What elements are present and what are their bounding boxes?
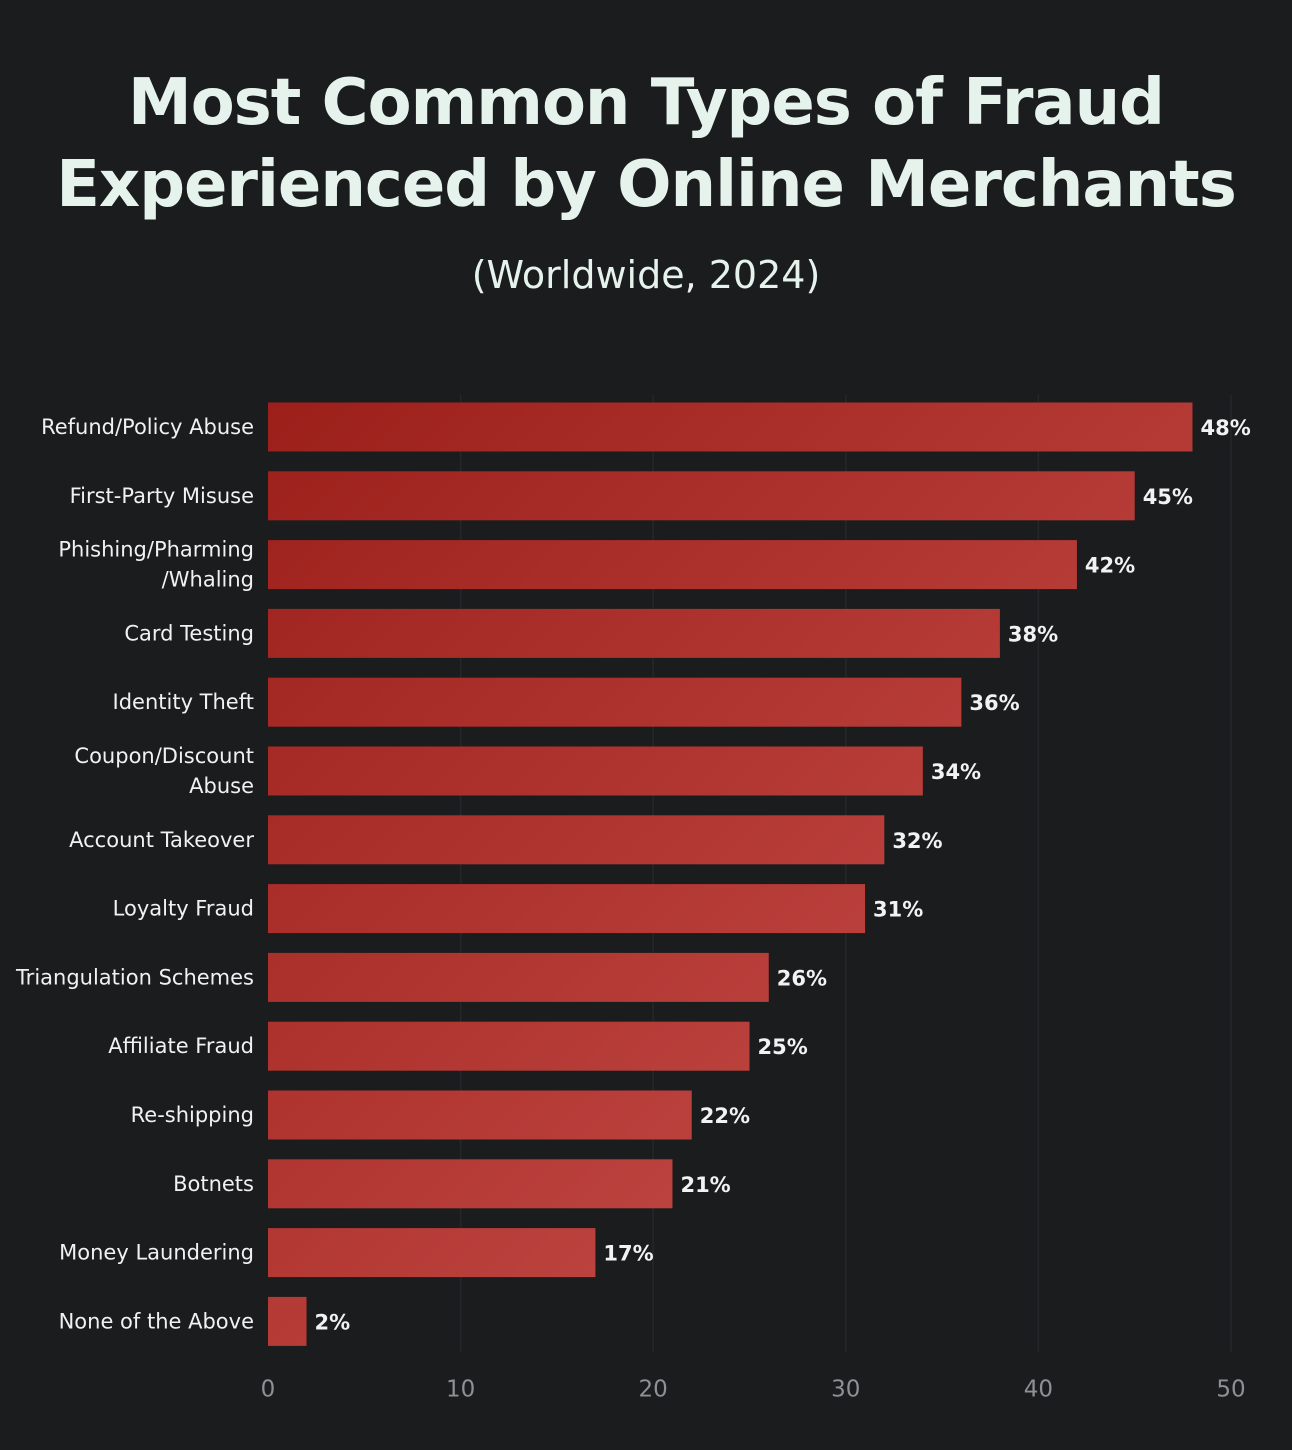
category-label: Account Takeover [69, 828, 254, 852]
data-label: 48% [1200, 416, 1250, 440]
bar [268, 746, 923, 796]
x-tick-label: 20 [639, 1377, 668, 1403]
data-labels: 48% 45% 42% 38% 36% 34% 32% 31% 26% 25% 22% 21% 17% 2… [315, 416, 1251, 1334]
category-label: Re-shipping [131, 1103, 254, 1127]
data-label: 2% [315, 1310, 351, 1334]
bar [268, 884, 866, 934]
bar [268, 1090, 692, 1140]
data-label: 42% [1085, 554, 1135, 578]
category-label: Phishing/Pharming/Whaling [58, 538, 254, 592]
bar [268, 402, 1193, 452]
data-label: 25% [758, 1035, 808, 1059]
bar [268, 1021, 750, 1071]
category-label: Money Laundering [59, 1241, 254, 1265]
bar [268, 608, 1000, 658]
bar [268, 1296, 307, 1346]
category-label: Loyalty Fraud [113, 897, 254, 921]
bar [268, 952, 769, 1002]
category-labels: Refund/Policy Abuse First-Party Misuse Phi… [15, 415, 254, 1333]
category-label: Refund/Policy Abuse [41, 415, 254, 439]
category-label: Triangulation Schemes [15, 965, 254, 989]
bar [268, 471, 1135, 521]
category-label: None of the Above [59, 1309, 254, 1333]
data-label: 22% [700, 1104, 750, 1128]
bar [268, 1159, 673, 1209]
data-label: 34% [931, 760, 981, 784]
category-label: Botnets [173, 1172, 254, 1196]
data-label: 36% [969, 691, 1019, 715]
category-label: Card Testing [124, 621, 254, 645]
data-label: 17% [603, 1242, 653, 1266]
data-label: 31% [873, 898, 923, 922]
category-label: Identity Theft [113, 690, 254, 714]
data-label: 32% [892, 829, 942, 853]
data-label: 45% [1143, 485, 1193, 509]
category-label: Affiliate Fraud [108, 1034, 254, 1058]
x-axis-ticks: 0 10 20 30 40 50 [261, 1377, 1246, 1403]
grid-lines [459, 395, 1232, 1352]
bar [268, 540, 1077, 590]
data-label: 21% [680, 1173, 730, 1197]
chart-subtitle: (Worldwide, 2024) [471, 253, 821, 297]
data-label: 26% [777, 966, 827, 990]
bar [268, 677, 962, 727]
bar [268, 1228, 596, 1278]
bar [268, 815, 885, 865]
x-tick-label: 10 [446, 1377, 475, 1403]
chart-title: Most Common Types of Fraud Experienced b… [56, 66, 1237, 222]
category-label: First-Party Misuse [70, 484, 254, 508]
x-tick-label: 30 [831, 1377, 860, 1403]
data-label: 38% [1008, 622, 1058, 646]
bars [268, 402, 1193, 1346]
x-tick-label: 50 [1216, 1377, 1245, 1403]
x-tick-label: 40 [1024, 1377, 1053, 1403]
category-label: Coupon/Discount Abuse [74, 744, 254, 798]
x-tick-label: 0 [261, 1377, 276, 1403]
